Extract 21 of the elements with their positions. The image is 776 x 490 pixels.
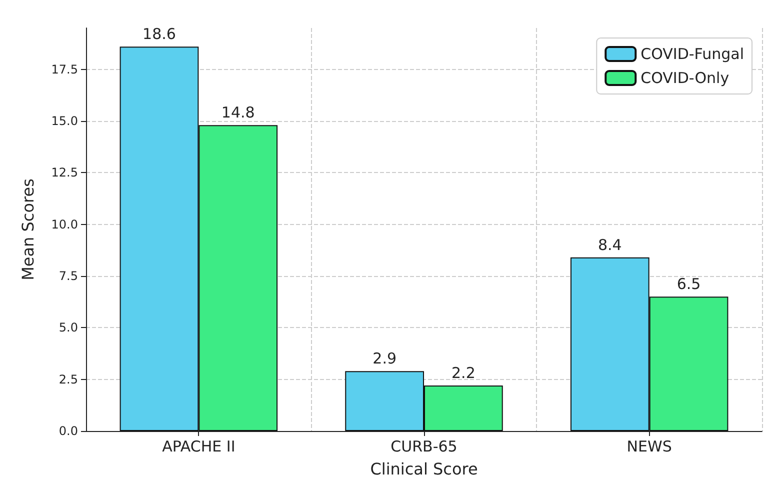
data-label: 6.5 xyxy=(676,275,701,294)
x-tick-label: CURB-65 xyxy=(390,438,458,456)
y-tick-label: 2.5 xyxy=(58,372,78,386)
data-label: 8.4 xyxy=(598,236,622,254)
data-label: 18.6 xyxy=(142,25,176,44)
y-axis-title: Mean Scores xyxy=(18,178,38,280)
legend-label: COVID-Fungal xyxy=(640,45,744,63)
data-label: 14.8 xyxy=(221,104,255,122)
y-tick-label: 7.5 xyxy=(58,269,78,283)
y-tick-label: 0.0 xyxy=(58,424,78,438)
data-label: 2.9 xyxy=(372,350,396,368)
x-axis-title: Clinical Score xyxy=(370,460,478,478)
x-tick-label: APACHE II xyxy=(162,438,236,456)
y-tick-label: 17.5 xyxy=(51,62,78,76)
legend-label: COVID-Only xyxy=(640,69,730,87)
data-label: 2.2 xyxy=(452,364,476,382)
x-tick-label: NEWS xyxy=(626,438,672,456)
y-tick-label: 12.5 xyxy=(51,166,78,180)
y-tick-label: 5.0 xyxy=(58,320,78,335)
y-tick-label: 15.0 xyxy=(51,114,78,128)
y-tick-label: 10.0 xyxy=(51,217,78,232)
